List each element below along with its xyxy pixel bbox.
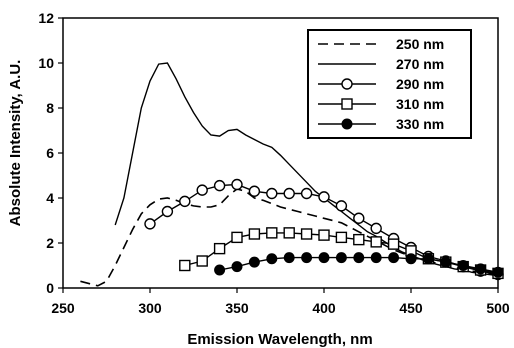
legend-label: 250 nm <box>396 36 444 52</box>
data-point <box>341 78 353 90</box>
data-point <box>300 187 313 200</box>
data-point <box>335 252 347 264</box>
data-point <box>353 233 365 246</box>
x-tick-label: 500 <box>486 300 510 316</box>
data-point <box>341 118 353 130</box>
data-point <box>231 231 243 244</box>
series-line <box>114 62 499 277</box>
data-point <box>248 228 261 240</box>
data-point <box>335 200 348 212</box>
y-axis-label: Absolute Intensity, A.U. <box>7 60 24 227</box>
data-point <box>318 191 330 203</box>
data-point <box>196 255 208 267</box>
data-point <box>231 178 243 191</box>
data-point <box>266 253 278 265</box>
data-point <box>283 227 295 239</box>
data-point <box>353 252 365 264</box>
data-point <box>266 187 278 200</box>
x-tick-label: 250 <box>51 300 75 316</box>
series-layer <box>80 62 504 287</box>
data-point <box>301 252 313 264</box>
series-270-nm <box>114 62 499 277</box>
data-point <box>387 238 400 250</box>
y-tick-label: 8 <box>46 100 54 116</box>
legend-label: 290 nm <box>396 76 444 92</box>
data-point <box>353 212 365 224</box>
data-point <box>492 266 504 278</box>
data-point <box>214 264 226 276</box>
y-tick-label: 2 <box>46 235 54 251</box>
data-point <box>144 218 156 230</box>
y-tick-label: 6 <box>46 145 54 161</box>
y-tick-label: 10 <box>38 55 54 71</box>
y-tick-label: 12 <box>38 10 54 26</box>
x-tick-label: 350 <box>225 300 249 316</box>
axes: 250 300 350 400 450 500 0 2 4 6 8 10 12 <box>38 10 509 316</box>
data-point <box>283 252 295 264</box>
data-point <box>179 259 191 272</box>
y-tick-label: 0 <box>46 280 54 296</box>
data-point <box>248 256 260 268</box>
data-point <box>388 252 400 264</box>
data-point <box>179 195 191 208</box>
y-tick-label: 4 <box>46 190 54 206</box>
legend: 250 nm 270 nm 290 nm 310 nm 330 nm <box>307 29 472 139</box>
legend-label: 270 nm <box>396 56 444 72</box>
x-tick-label: 300 <box>138 300 162 316</box>
data-point <box>318 229 330 241</box>
data-point <box>266 227 278 239</box>
data-point <box>475 263 487 275</box>
data-point <box>213 242 226 255</box>
data-point <box>300 228 313 240</box>
x-tick-label: 400 <box>312 300 336 316</box>
legend-label: 310 nm <box>396 96 444 112</box>
x-tick-label: 450 <box>399 300 423 316</box>
data-point <box>341 98 353 110</box>
data-point <box>370 236 382 248</box>
data-point <box>318 252 330 264</box>
data-point <box>457 260 469 271</box>
data-point <box>231 261 243 273</box>
data-point <box>248 185 261 197</box>
data-point <box>213 179 226 192</box>
data-point <box>405 253 417 265</box>
x-axis-label: Emission Wavelength, nm <box>187 331 372 348</box>
data-point <box>370 222 382 235</box>
series-330-nm <box>214 252 504 278</box>
data-point <box>422 253 434 265</box>
data-point <box>370 252 382 264</box>
data-point <box>283 187 295 200</box>
data-point <box>440 256 452 268</box>
data-point <box>196 184 208 196</box>
data-point <box>161 205 174 218</box>
legend-label: 330 nm <box>396 116 444 132</box>
data-point <box>335 231 348 244</box>
